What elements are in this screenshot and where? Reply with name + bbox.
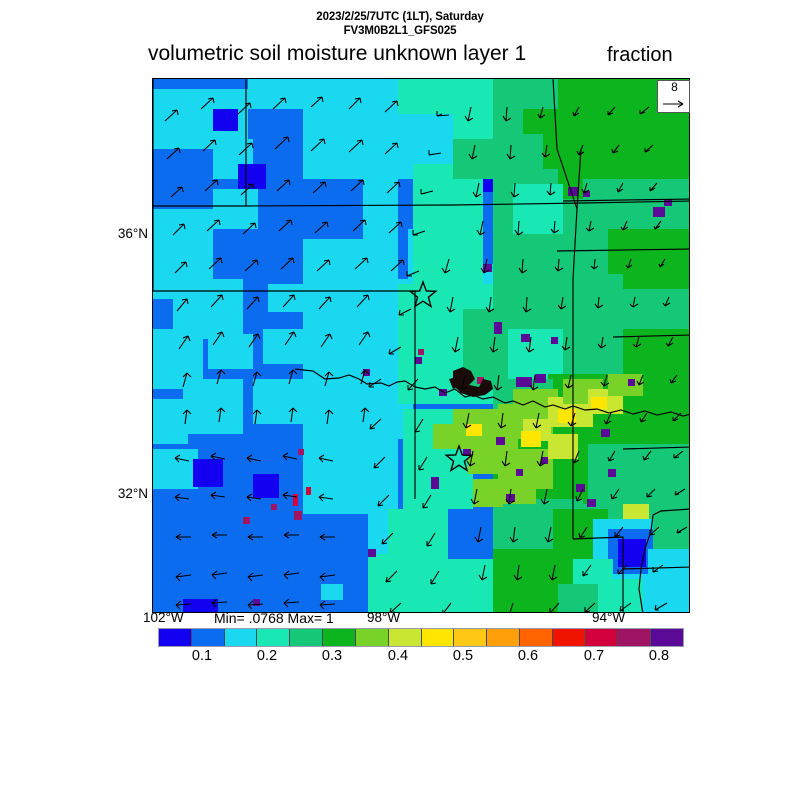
colorbar-tick-1: 0.2: [256, 648, 278, 664]
page-title: volumetric soil moisture unknown layer 1: [148, 42, 527, 65]
wind-vector-legend: 8: [657, 80, 690, 113]
colorbar-tick-2: 0.3: [321, 648, 343, 664]
x-tick-label-98w: 98°W: [367, 610, 401, 625]
units-label: fraction: [607, 44, 673, 66]
colorbar-segment-9: [454, 629, 488, 646]
station-marker: [444, 443, 474, 473]
colorbar-segment-14: [618, 629, 652, 646]
datetime-title: 2023/2/25/7UTC (1LT), Saturday: [316, 11, 484, 23]
colorbar-segment-4: [290, 629, 324, 646]
colorbar-segment-6: [355, 629, 389, 646]
model-title: FV3M0B2L1_GFS025: [343, 25, 457, 37]
colorbar-tick-3: 0.4: [387, 648, 409, 664]
colorbar[interactable]: [158, 628, 684, 647]
colorbar-segment-7: [388, 629, 422, 646]
colorbar-tick-0: 0.1: [191, 648, 213, 664]
colorbar-segment-13: [585, 629, 619, 646]
station-marker: [408, 279, 438, 309]
colorbar-segment-12: [552, 629, 586, 646]
y-tick-label-32n: 32°N: [117, 486, 148, 501]
colorbar-segment-5: [323, 629, 356, 646]
colorbar-tick-7: 0.8: [648, 648, 670, 664]
colorbar-tick-6: 0.7: [583, 648, 605, 664]
x-tick-label-102w: 102°W: [143, 610, 184, 625]
colorbar-tick-4: 0.5: [452, 648, 474, 664]
colorbar-segment-8: [421, 629, 455, 646]
map-plot-area[interactable]: [152, 78, 690, 613]
colorbar-segment-3: [257, 629, 291, 646]
colorbar-tick-5: 0.6: [517, 648, 539, 664]
colorbar-segment-2: [224, 629, 258, 646]
wind-vector-legend-value: 8: [671, 80, 678, 94]
arrow-right-icon: [663, 100, 684, 108]
x-tick-label-94w: 94°W: [592, 610, 626, 625]
colorbar-segment-10: [487, 629, 520, 646]
colorbar-segment-0: [159, 629, 192, 646]
y-tick-label-36n: 36°N: [117, 226, 148, 241]
colorbar-segment-11: [519, 629, 553, 646]
colorbar-segment-1: [191, 629, 225, 646]
soil-moisture-map: [153, 79, 689, 612]
colorbar-segment-15: [651, 629, 683, 646]
wind-vector-field: [164, 96, 688, 612]
minmax-label: Min= .0768 Max= 1: [214, 610, 334, 626]
